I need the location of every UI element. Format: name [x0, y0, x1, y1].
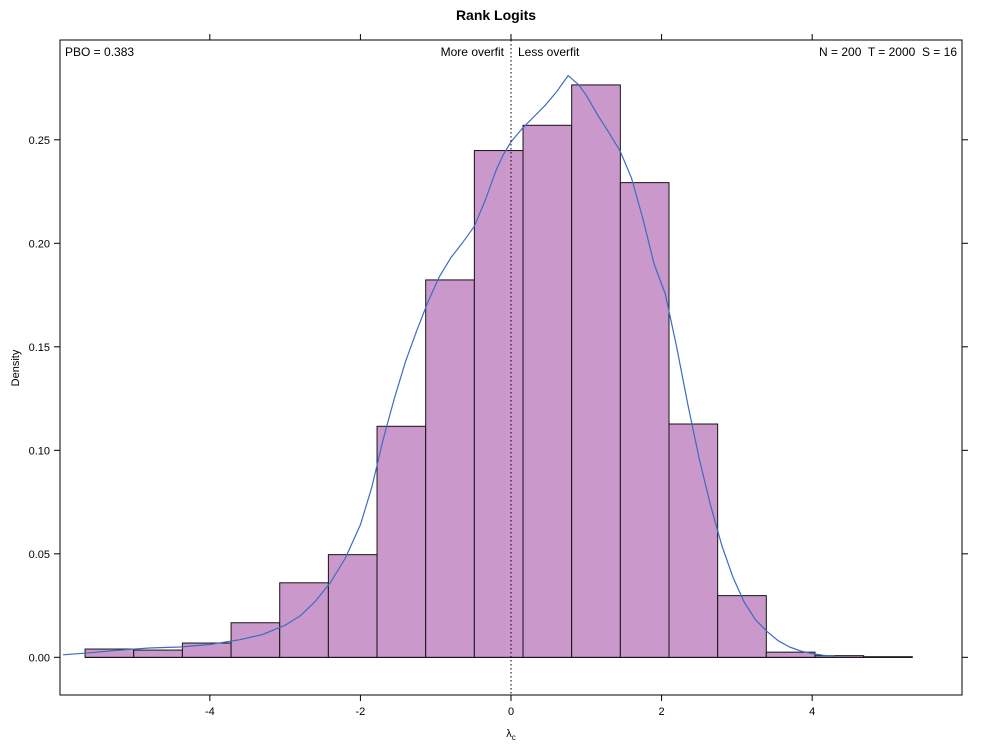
histogram-bar	[571, 84, 621, 658]
histogram-bar	[84, 648, 135, 658]
x-tick-label: -4	[205, 706, 215, 718]
y-tick-label: 0.20	[29, 238, 50, 250]
x-tick-label: 0	[508, 706, 514, 718]
y-tick-label: 0.15	[29, 342, 50, 354]
density-curve	[62, 74, 835, 657]
histogram-bar	[327, 554, 378, 658]
histogram-bar	[717, 595, 767, 658]
simulation-params-annotation: N = 200 T = 2000 S = 16	[819, 45, 957, 59]
histogram-bar	[279, 582, 329, 658]
x-tick-label: -2	[356, 706, 366, 718]
x-axis-label-subscript: c	[511, 733, 516, 743]
histogram-bar	[376, 425, 427, 658]
histogram-bar	[522, 124, 573, 658]
histogram-bar	[473, 150, 524, 658]
chart-title: Rank Logits	[455, 7, 537, 23]
y-tick-label: 0.05	[29, 549, 50, 561]
histogram-bar	[133, 649, 183, 658]
histogram-bar	[863, 656, 913, 658]
histogram-bar	[765, 651, 816, 658]
x-tick-label: 2	[659, 706, 665, 718]
y-axis-label: Density	[10, 349, 22, 387]
histogram-bar	[668, 423, 719, 658]
pbo-value-annotation: PBO = 0.383	[65, 45, 135, 59]
histogram-bar	[425, 279, 475, 658]
x-axis-label-symbol: λ	[506, 728, 512, 740]
x-tick-label: 4	[809, 706, 815, 718]
y-tick-label: 0.00	[29, 652, 50, 664]
y-tick-label: 0.25	[29, 135, 50, 147]
less-overfit-label: Less overfit	[518, 45, 580, 59]
y-tick-label: 0.10	[29, 445, 50, 457]
histogram-bar	[814, 655, 865, 658]
histogram-bar	[619, 182, 670, 658]
more-overfit-label: More overfit	[440, 45, 504, 59]
x-axis-label: λc	[506, 728, 516, 742]
